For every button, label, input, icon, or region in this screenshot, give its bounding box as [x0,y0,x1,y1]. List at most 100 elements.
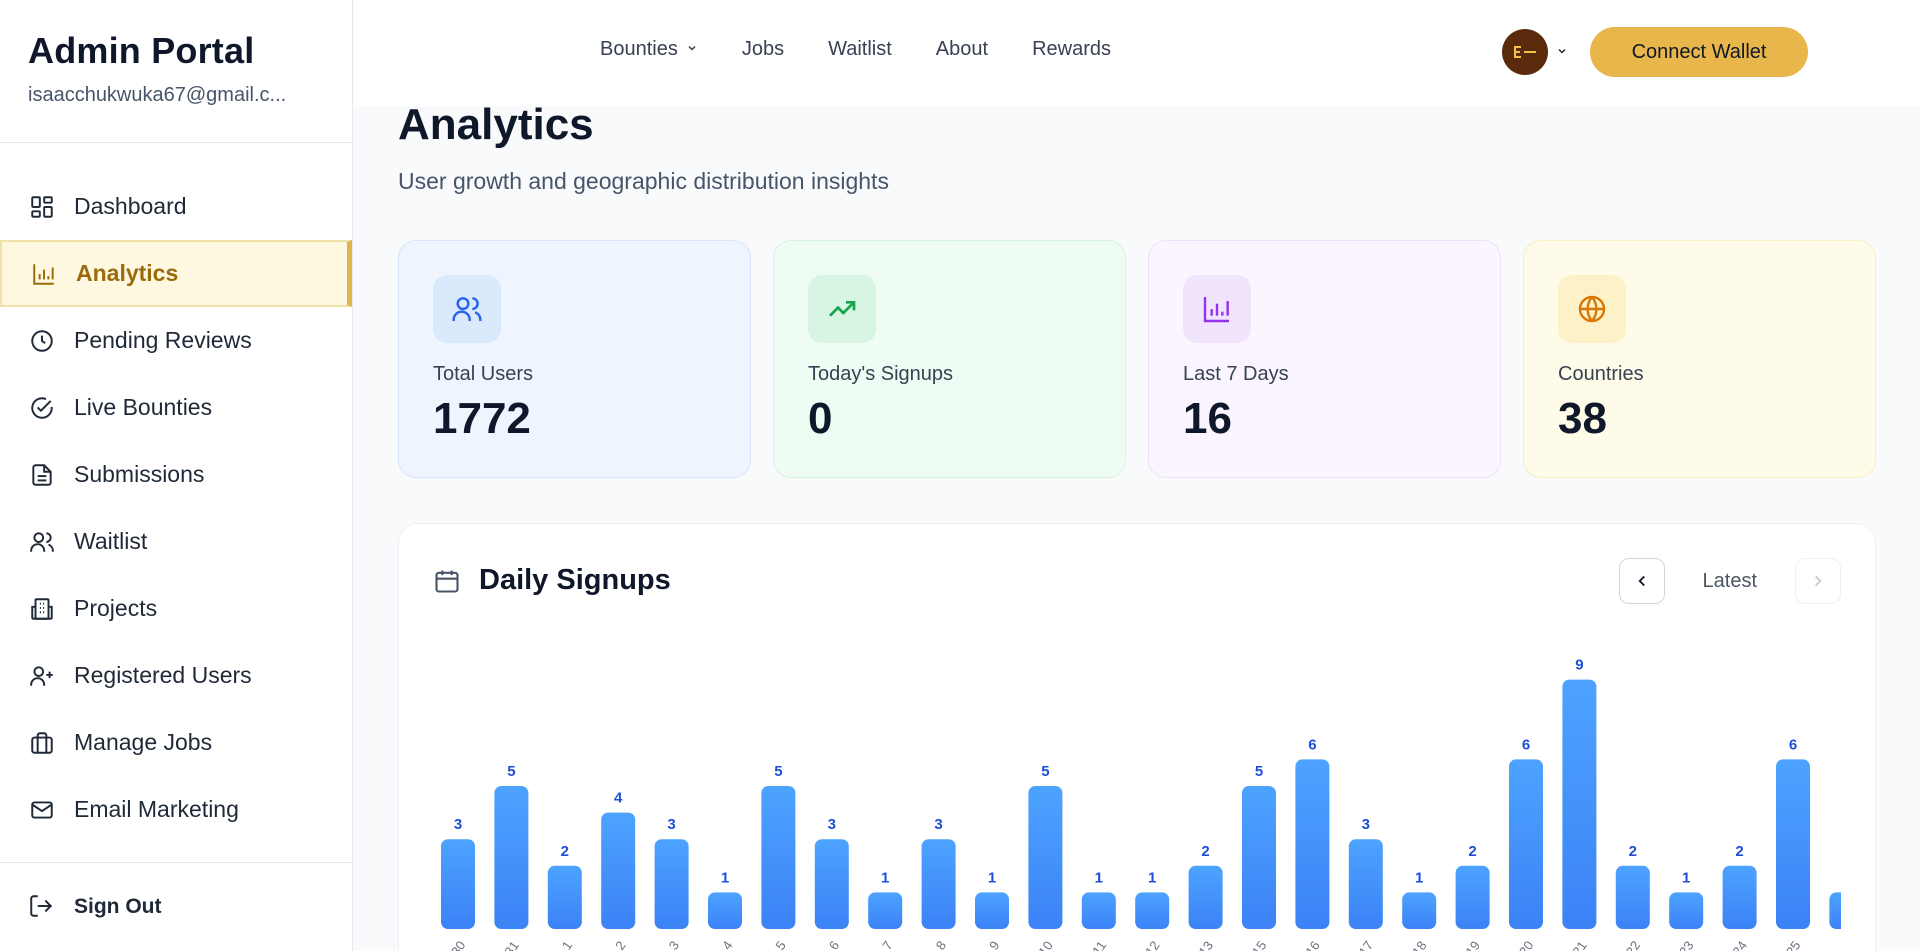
stat-label: Countries [1558,363,1644,385]
bar-value-label: 3 [454,816,462,833]
users-icon [433,275,501,343]
pager-label: Latest [1702,569,1757,592]
bar-jun-22[interactable] [1615,865,1650,929]
x-tick-label: Jun 24 [1715,938,1750,951]
x-tick-label: Jun 15 [1235,938,1270,951]
x-tick-label: Jun 9 [972,938,1003,951]
nav-rewards[interactable]: Rewards [1032,38,1111,60]
bar-jun-15[interactable] [1242,786,1276,929]
clock-icon [28,327,56,355]
sidebar-item-analytics[interactable]: Analytics [0,240,352,307]
stat-value: 0 [808,394,833,443]
next-page-button[interactable] [1795,558,1841,604]
bar-jun-8[interactable] [921,839,956,929]
brand: Admin Portal isaacchukwuka67@gmail.c... [0,0,352,143]
stat-card-countries: Countries 38 [1523,240,1876,478]
x-tick-label: Jun 16 [1288,938,1323,951]
main-content: Analytics User growth and geographic dis… [398,100,1876,951]
sign-out-button[interactable]: Sign Out [0,862,352,951]
sidebar-item-label: Submissions [74,461,205,487]
bar-jun-7[interactable] [868,892,903,929]
connect-wallet-button[interactable]: Connect Wallet [1590,27,1808,77]
stat-value: 38 [1558,394,1607,443]
chevron-down-icon [1556,45,1568,60]
bar-value-label: 1 [881,869,889,886]
account-menu[interactable] [1502,29,1568,75]
bar-value-label: 3 [828,816,836,833]
bar-jun-20[interactable] [1509,759,1543,929]
users-icon [28,528,56,556]
bar-value-label: 5 [1255,763,1263,780]
bar-value-label: 5 [774,763,782,780]
bar-jun-6[interactable] [814,839,849,929]
bar-chart-icon [30,260,58,288]
bar-jun-18[interactable] [1402,892,1437,929]
x-tick-label: Jun 4 [705,938,736,951]
bar-jun-1[interactable] [547,865,582,929]
bar-jun-2[interactable] [601,812,636,929]
wallet-logo-icon [1514,46,1536,58]
x-tick-label: Jun 19 [1448,938,1483,951]
sidebar-item-pending-reviews[interactable]: Pending Reviews [0,307,352,374]
sidebar-item-submissions[interactable]: Submissions [0,441,352,508]
bar-jun-25[interactable] [1776,759,1810,929]
x-tick-label: Jun 2 [598,938,629,951]
chart-title: Daily Signups [479,564,671,596]
bar-jun-10[interactable] [1028,786,1063,929]
bar-value-label: 5 [1041,763,1049,780]
logout-icon [28,893,56,921]
sidebar-item-label: Live Bounties [74,394,213,420]
bar-jun-17[interactable] [1348,839,1383,929]
briefcase-icon [28,729,56,757]
bar-may-31[interactable] [494,786,529,929]
stat-card-total-users: Total Users 1772 [398,240,751,478]
nav-waitlist[interactable]: Waitlist [828,38,892,60]
x-tick-label: Jun 5 [758,938,789,951]
previous-page-button[interactable] [1618,558,1665,604]
bar-jun-24[interactable] [1722,865,1757,929]
bar-jun-4[interactable] [708,892,742,929]
sidebar-item-waitlist[interactable]: Waitlist [0,508,352,575]
nav-bounties[interactable]: Bounties [600,38,698,61]
bar-jun-13[interactable] [1188,865,1223,929]
sidebar-item-label: Registered Users [74,662,252,688]
bar-jun-23[interactable] [1669,892,1704,929]
bar-value-label: 2 [1468,843,1476,860]
sidebar-item-manage-jobs[interactable]: Manage Jobs [0,709,352,776]
document-icon [28,461,56,489]
sidebar-item-registered-users[interactable]: Registered Users [0,642,352,709]
sidebar-item-live-bounties[interactable]: Live Bounties [0,374,352,441]
bar-value-label: 2 [1629,843,1637,860]
x-tick-label: Jun 1 [545,938,576,951]
stat-label: Total Users [433,363,534,385]
bar-jun-11[interactable] [1081,892,1116,929]
bar-jun-5[interactable] [761,786,796,929]
x-tick-label: Jun 21 [1555,938,1590,951]
bar-jun-19[interactable] [1455,865,1490,929]
sidebar-item-email-marketing[interactable]: Email Marketing [0,776,352,843]
bar-jun-21[interactable] [1562,679,1597,929]
x-tick-label: May 31 [485,938,522,951]
sidebar-item-label: Dashboard [74,193,187,219]
nav-about[interactable]: About [935,38,989,60]
sign-out-label: Sign Out [74,895,162,918]
chevron-down-icon [686,42,698,57]
bar-jun-12[interactable] [1135,892,1170,929]
bar-jun-9[interactable] [975,892,1009,929]
nav-jobs[interactable]: Jobs [741,38,785,60]
bar-jun-16[interactable] [1295,759,1330,929]
sidebar-item-label: Manage Jobs [74,729,213,755]
sidebar-item-projects[interactable]: Projects [0,575,352,642]
bar-value-label: 2 [1735,843,1743,860]
bar-value-label: 6 [1522,736,1530,753]
bar-jun-3[interactable] [654,839,689,929]
bar-value-label: 3 [667,816,675,833]
bar-value-label: 3 [1362,816,1370,833]
trending-up-icon [808,275,876,343]
bar-may-30[interactable] [441,839,475,929]
bar-value-label: 6 [1789,736,1797,753]
top-bar: Bounties Jobs Waitlist About Rewards Con… [354,0,1920,106]
chart-pager: Latest [1618,558,1841,604]
sidebar-item-dashboard[interactable]: Dashboard [0,173,352,240]
sidebar-item-label: Email Marketing [74,796,239,822]
